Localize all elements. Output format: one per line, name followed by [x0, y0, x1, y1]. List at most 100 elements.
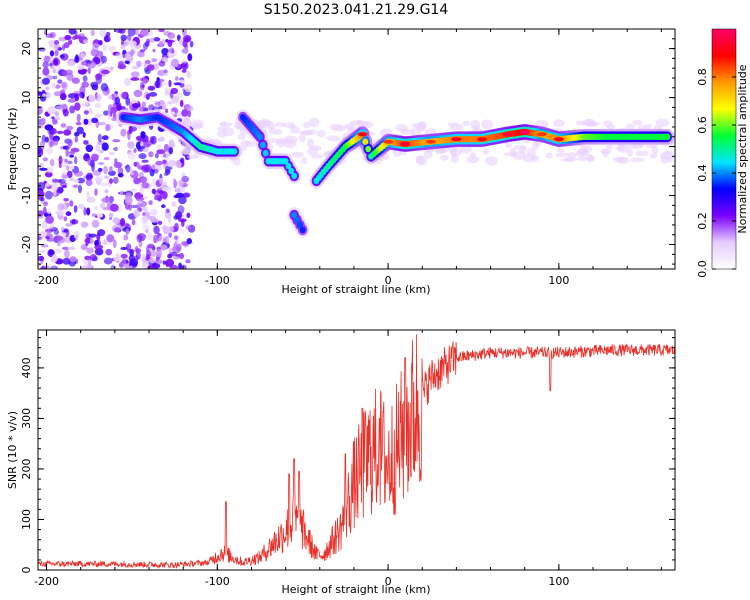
heatmap-noise-blob — [113, 239, 117, 249]
heatmap-noise-blob — [155, 160, 163, 166]
heatmap-noise-blob — [129, 102, 133, 110]
heatmap-haze-blob — [553, 119, 565, 128]
heatmap-noise-blob — [115, 253, 120, 261]
heatmap-noise-blob — [153, 225, 160, 235]
heatmap-noise-blob — [102, 44, 107, 51]
heatmap-noise-blob — [57, 242, 61, 247]
heatmap-y-ticks: -20 -10 0 10 20 — [20, 28, 675, 265]
heatmap-noise-blob — [59, 182, 68, 187]
heatmap-noise-blob — [98, 40, 103, 46]
heatmap-noise-blob — [114, 29, 124, 33]
heatmap-noise-blob — [106, 234, 115, 243]
heatmap-noise-blob — [120, 91, 128, 99]
heatmap-haze-blob — [481, 119, 494, 130]
heatmap-noise-blob — [86, 196, 96, 203]
heatmap-noise-blob — [141, 159, 149, 163]
heatmap-noise-blob — [144, 69, 151, 75]
heatmap-noise-blob — [54, 110, 60, 117]
heatmap-noise-blob — [66, 125, 74, 131]
heatmap-noise-blob — [76, 177, 85, 184]
heatmap-noise-blob — [147, 85, 156, 91]
heatmap-noise-blob — [45, 182, 51, 187]
heatmap-noise-blob — [141, 182, 150, 189]
heatmap-noise-blob — [44, 190, 53, 200]
heatmap-noise-blob — [168, 217, 172, 224]
heatmap-noise-blob — [45, 91, 51, 99]
heatmap-haze-blob — [273, 128, 283, 135]
heatmap-noise-blob — [67, 246, 76, 251]
heatmap-noise-blob — [171, 201, 177, 207]
heatmap-haze-blob — [603, 120, 613, 127]
heatmap-noise-blob — [72, 184, 79, 188]
heatmap-noise-blob — [165, 108, 169, 114]
heatmap-noise-blob — [60, 226, 64, 232]
heatmap-noise-blob — [151, 188, 156, 195]
heatmap-noise-blob — [66, 202, 70, 208]
y-tick-label: 300 — [20, 408, 33, 429]
heatmap-noise-blob — [121, 257, 127, 267]
heatmap-haze-blob — [447, 122, 459, 127]
heatmap-haze-blob — [362, 121, 374, 129]
heatmap-noise-blob — [38, 249, 46, 253]
heatmap-noise-blob — [129, 40, 137, 47]
heatmap-noise-blob — [126, 248, 135, 254]
heatmap-noise-blob — [82, 259, 90, 266]
snr-series-line — [38, 334, 675, 570]
heatmap-noise-blob — [76, 113, 81, 123]
heatmap-ridge-cell — [291, 172, 298, 180]
heatmap-noise-blob — [94, 102, 101, 109]
heatmap-noise-blob — [41, 265, 46, 269]
heatmap-noise-blob — [108, 151, 115, 155]
heatmap-noise-blob — [132, 127, 136, 132]
heatmap-noise-blob — [150, 208, 158, 216]
heatmap-noise-blob — [153, 168, 159, 174]
heatmap-noise-blob — [54, 116, 61, 121]
heatmap-noise-blob — [97, 133, 102, 143]
heatmap-haze-blob — [306, 147, 319, 155]
heatmap-noise-blob — [48, 40, 56, 46]
heatmap-noise-blob — [136, 234, 143, 243]
y-tick-label: 20 — [20, 42, 33, 56]
heatmap-noise-blob — [86, 191, 90, 199]
heatmap-noise-blob — [141, 164, 150, 173]
heatmap-noise-blob — [137, 200, 143, 205]
heatmap-noise-blob — [161, 204, 166, 209]
heatmap-noise-blob — [66, 60, 75, 67]
heatmap-noise-blob — [103, 165, 108, 175]
heatmap-noise-blob — [147, 265, 155, 269]
snr-x-label: Height of straight line (km) — [281, 583, 430, 596]
heatmap-noise-blob — [46, 147, 53, 155]
heatmap-haze-blob — [466, 156, 480, 163]
heatmap-noise-blob — [87, 174, 94, 180]
heatmap-noise-blob — [42, 67, 50, 76]
heatmap-noise-blob — [51, 82, 57, 89]
heatmap-ridge-cell — [362, 138, 369, 145]
heatmap-noise-blob — [130, 188, 137, 193]
heatmap-noise-blob — [179, 99, 184, 108]
heatmap-noise-blob — [180, 63, 187, 68]
x-tick-label: 0 — [385, 575, 392, 588]
heatmap-noise-blob — [139, 29, 149, 37]
heatmap-noise-blob — [88, 233, 97, 238]
heatmap-noise-blob — [44, 171, 53, 178]
snr-panel: -200 -100 0 100 0 100 200 300 400 Height of str… — [6, 329, 676, 596]
heatmap-noise-blob — [158, 178, 163, 185]
heatmap-noise-blob — [52, 75, 58, 80]
heatmap-noise-blob — [44, 124, 54, 131]
heatmap-noise-blob — [113, 161, 123, 169]
heatmap-noise-blob — [71, 77, 80, 84]
heatmap-haze-blob — [555, 152, 569, 158]
y-tick-label: -10 — [20, 187, 33, 205]
heatmap-noise-blob — [90, 237, 94, 244]
heatmap-noise-blob — [129, 49, 135, 57]
heatmap-noise-blob — [140, 131, 146, 139]
heatmap-noise-blob — [80, 52, 86, 59]
y-tick-label: 0 — [20, 567, 33, 574]
heatmap-noise-blob — [109, 166, 113, 173]
heatmap-noise-blob — [49, 50, 55, 57]
heatmap-haze-blob — [292, 151, 304, 158]
heatmap-noise-blob — [99, 29, 107, 38]
heatmap-noise-blob — [167, 101, 173, 105]
heatmap-noise-blob — [146, 64, 155, 71]
heatmap-noise-blob — [158, 235, 166, 243]
